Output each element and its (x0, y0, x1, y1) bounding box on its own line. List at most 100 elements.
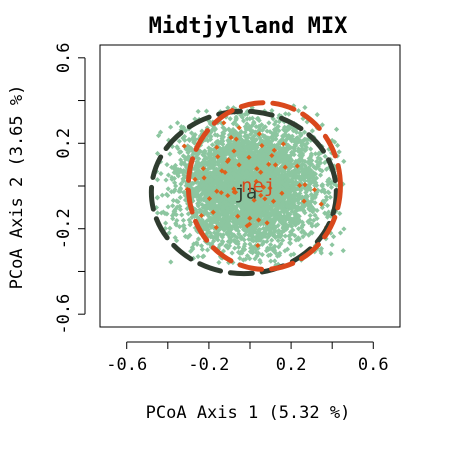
ellipse-layer (148, 100, 343, 277)
data-point (290, 185, 297, 191)
data-point (200, 170, 206, 176)
data-point (296, 226, 302, 232)
data-point (173, 222, 179, 228)
data-point (220, 141, 226, 147)
data-point (333, 165, 339, 171)
data-point (205, 222, 211, 228)
data-point (269, 193, 275, 199)
data-point (268, 143, 274, 150)
data-point (308, 229, 314, 236)
data-point (252, 191, 258, 198)
data-point (288, 252, 294, 258)
data-point (260, 239, 266, 245)
data-point (276, 187, 283, 193)
data-point (299, 224, 305, 230)
data-point (275, 177, 281, 183)
data-point (190, 152, 196, 158)
data-point (250, 238, 257, 244)
data-point (176, 169, 183, 175)
data-point (244, 116, 250, 122)
data-point (298, 242, 304, 249)
data-point (313, 165, 319, 171)
data-point (202, 208, 208, 214)
data-point (288, 124, 294, 131)
data-point (237, 255, 243, 261)
data-point (295, 108, 302, 114)
data-point (268, 160, 275, 166)
data-point (280, 194, 286, 200)
data-point (268, 258, 274, 264)
data-point (207, 191, 214, 197)
data-point (171, 175, 177, 182)
data-point (172, 180, 178, 186)
data-point (220, 130, 226, 136)
data-point (276, 227, 282, 234)
data-point (247, 256, 253, 262)
data-point (266, 216, 272, 223)
data-point (166, 230, 172, 236)
data-point (298, 132, 304, 139)
data-point (289, 182, 295, 188)
data-point (286, 143, 292, 149)
data-point (200, 165, 206, 172)
data-point (203, 108, 210, 114)
data-point (282, 182, 288, 188)
data-point (296, 200, 302, 206)
data-point (214, 230, 221, 236)
data-point (273, 262, 279, 268)
data-point (266, 120, 272, 126)
data-point (205, 226, 211, 233)
data-point (208, 147, 215, 153)
data-point (269, 207, 275, 214)
data-point (266, 161, 272, 167)
data-point (328, 184, 335, 190)
data-point (219, 241, 225, 247)
data-point (286, 196, 292, 202)
data-point (205, 212, 211, 218)
data-point (318, 188, 325, 194)
data-point (263, 231, 269, 237)
data-point (154, 210, 161, 216)
data-point (285, 188, 291, 194)
data-point (170, 203, 176, 209)
data-point (284, 203, 290, 209)
data-point (270, 231, 276, 237)
data-point (273, 209, 279, 216)
data-point (243, 137, 249, 143)
data-point (302, 194, 308, 200)
ellipse-ja (148, 108, 339, 277)
data-point (213, 178, 220, 184)
data-point (217, 180, 223, 186)
data-point (311, 187, 318, 193)
data-point (195, 160, 201, 166)
data-point (236, 244, 242, 250)
data-point (224, 216, 230, 222)
data-point (236, 166, 242, 172)
data-point (332, 139, 338, 145)
data-point (180, 178, 186, 184)
data-point (313, 175, 320, 181)
data-point (256, 131, 262, 137)
data-point (301, 136, 308, 142)
data-point (233, 130, 239, 136)
data-point (173, 198, 180, 204)
data-point (276, 128, 282, 134)
data-point (279, 190, 285, 196)
data-point (270, 211, 276, 217)
data-point (287, 160, 293, 166)
data-point (275, 237, 281, 244)
data-point (271, 248, 277, 254)
data-point (275, 150, 281, 156)
data-point (275, 222, 281, 229)
data-point (216, 209, 222, 216)
data-point (254, 253, 260, 259)
data-point (266, 212, 272, 218)
data-point (265, 252, 271, 259)
data-point (250, 138, 257, 145)
data-point (306, 199, 312, 205)
data-point (295, 206, 301, 212)
y-tick-label: -0.6 (54, 294, 74, 335)
data-point (322, 160, 328, 166)
data-point (295, 186, 301, 192)
data-point (299, 166, 305, 172)
